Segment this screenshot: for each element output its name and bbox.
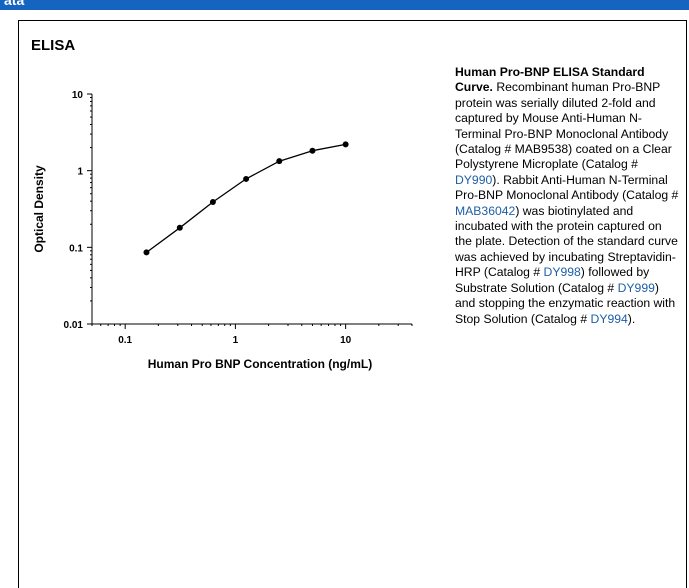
panel-title: ELISA [31, 37, 76, 54]
y-tick-label: 0.1 [69, 243, 83, 254]
caption-text: ) followed by Substrate Solution (Catalo… [455, 265, 650, 295]
caption-text: ). [627, 311, 636, 326]
data-point [143, 249, 150, 256]
caption-body: Recombinant human Pro-BNP protein was se… [455, 80, 678, 325]
x-tick-label: 0.1 [118, 335, 132, 346]
y-tick-label: 1 [77, 167, 83, 178]
x-axis-title: Human Pro BNP Concentration (ng/mL) [148, 357, 372, 371]
section-header-bar: ata [0, 0, 689, 10]
caption-title: Human Pro-BNP ELISA Standard Curve. [455, 65, 645, 95]
standard-curve-chart: 0.01 0.1 1 10 0.1 1 10 Human Pro BNP Concentrat… [32, 90, 413, 371]
data-point [176, 224, 183, 231]
figure-caption: Human Pro-BNP ELISA Standard Curve. Reco… [455, 65, 681, 327]
x-tick-label: 10 [340, 335, 352, 346]
catalog-link[interactable]: DY998 [543, 265, 581, 280]
caption-text: ) was biotinylated and incubated with th… [455, 203, 678, 280]
y-axis-title: Optical Density [32, 165, 46, 253]
data-point [309, 147, 316, 154]
caption-text: Recombinant human Pro-BNP protein was se… [455, 80, 672, 172]
catalog-link[interactable]: DY990 [455, 172, 493, 187]
x-tick-label: 1 [233, 335, 239, 346]
data-point [342, 141, 349, 148]
catalog-link[interactable]: DY999 [617, 280, 655, 295]
data-point [276, 158, 283, 165]
caption-text: ). Rabbit Anti-Human N-Terminal Pro-BNP … [455, 172, 679, 203]
data-point [209, 199, 216, 206]
y-tick-label: 0.01 [64, 320, 84, 331]
section-header-label: ata [4, 0, 25, 8]
catalog-link[interactable]: DY994 [590, 311, 628, 326]
catalog-link[interactable]: MAB36042 [455, 203, 516, 218]
data-point [243, 175, 250, 182]
standard-curve-line [146, 143, 346, 253]
figure-panel: ELISA 0.01 0.1 1 10 0.1 1 10 Human Pro BNP Conc… [18, 20, 687, 588]
caption-text: ) and stopping the enzymatic reaction wi… [455, 280, 676, 326]
y-tick-label: 10 [72, 90, 84, 101]
